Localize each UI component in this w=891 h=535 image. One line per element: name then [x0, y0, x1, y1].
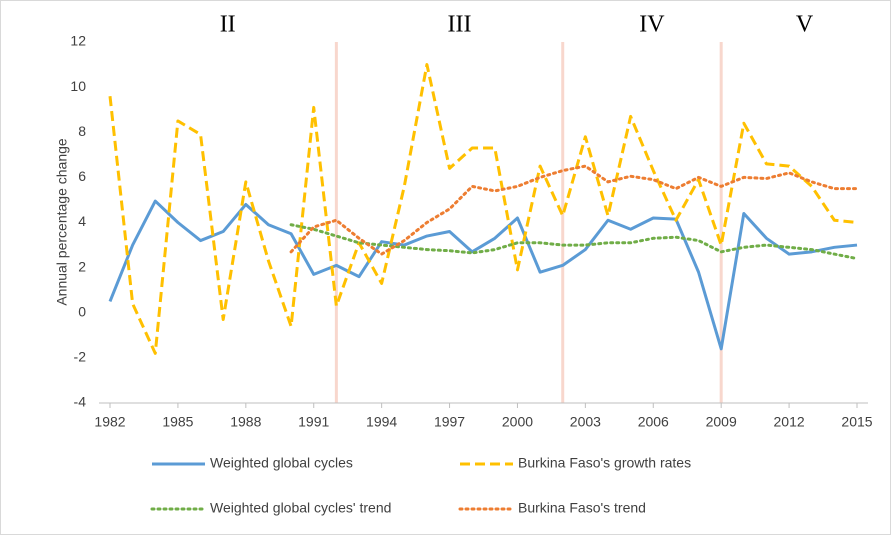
- legend-label: Weighted global cycles: [210, 455, 353, 471]
- x-tick-label: 2012: [774, 414, 805, 430]
- y-tick-label: -4: [74, 394, 87, 410]
- y-tick-label: 10: [70, 78, 86, 94]
- period-label: IV: [639, 12, 665, 38]
- x-tick-label: 2006: [638, 414, 669, 430]
- period-label: III: [448, 12, 472, 38]
- x-tick-label: 2009: [706, 414, 737, 430]
- y-tick-label: 2: [78, 258, 86, 274]
- x-tick-label: 2000: [502, 414, 533, 430]
- series-line: [289, 223, 859, 261]
- x-tick-label: 2003: [570, 414, 601, 430]
- y-tick-label: 4: [78, 213, 86, 229]
- series-line: [108, 199, 858, 351]
- y-tick-label: 6: [78, 168, 86, 184]
- x-tick-label: 1994: [366, 414, 397, 430]
- y-tick-label: -2: [74, 349, 87, 365]
- legend-label: Weighted global cycles' trend: [210, 500, 391, 516]
- x-tick-label: 1991: [298, 414, 329, 430]
- x-tick-label: 2015: [841, 414, 872, 430]
- y-tick-label: 12: [70, 33, 86, 49]
- period-label: II: [220, 12, 236, 38]
- series-line: [108, 63, 858, 355]
- x-tick-label: 1982: [94, 414, 125, 430]
- y-tick-label: 0: [78, 303, 86, 319]
- x-tick-label: 1988: [230, 414, 261, 430]
- legend-label: Burkina Faso's growth rates: [518, 455, 691, 471]
- period-label: V: [796, 12, 814, 38]
- legend-label: Burkina Faso's trend: [518, 500, 646, 516]
- x-tick-label: 1997: [434, 414, 465, 430]
- y-axis-title: Annual percentage change: [54, 138, 70, 306]
- y-tick-label: 8: [78, 123, 86, 139]
- series-line: [289, 164, 859, 256]
- x-tick-label: 1985: [162, 414, 193, 430]
